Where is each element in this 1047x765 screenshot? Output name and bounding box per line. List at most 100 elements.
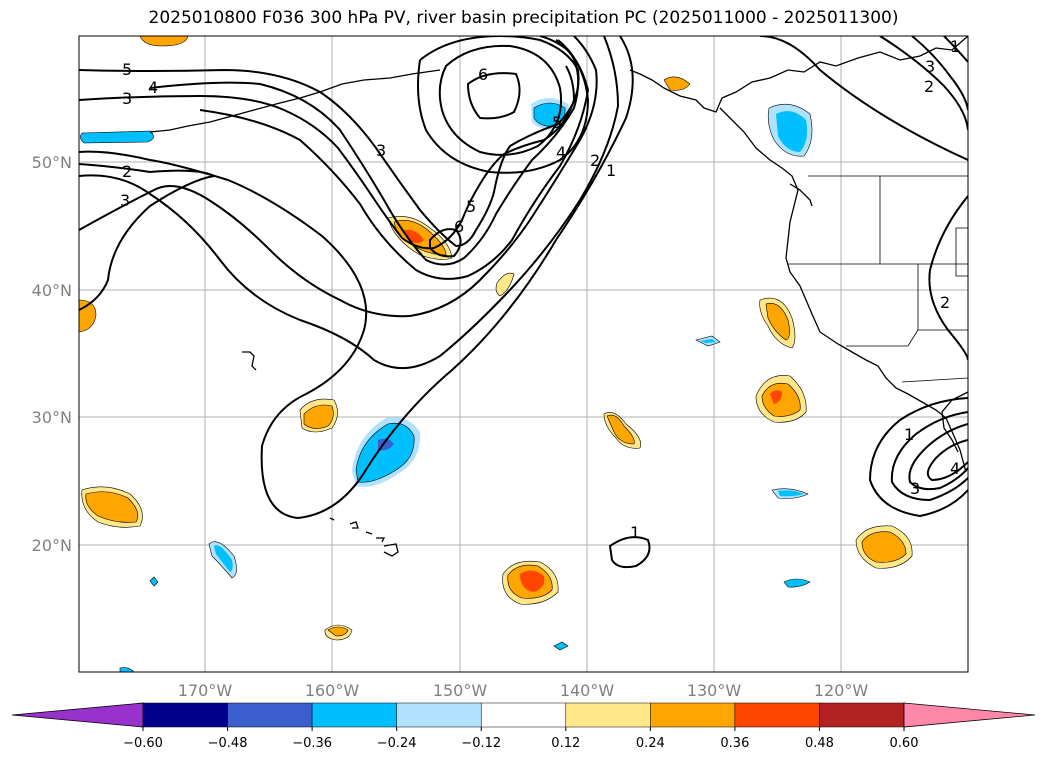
colorbar-bin [480, 702, 567, 728]
colorbar-extend-low [11, 702, 144, 728]
political-borders [788, 175, 968, 383]
colorbar: −0.60 −0.48 −0.36 −0.24 −0.12 0.12 0.24 0.36 0.4… [11, 702, 1036, 751]
pv-contour-se-4 [926, 439, 968, 482]
colorbar-bin [650, 702, 736, 728]
precip-patch [765, 303, 790, 341]
contour-label: 4 [950, 459, 960, 478]
pv-contour-4b [149, 36, 580, 266]
state-border [846, 329, 919, 347]
precip-patch [495, 272, 515, 297]
contour-label: 3 [925, 57, 935, 76]
precip-patch [80, 130, 154, 144]
precip-patch [355, 422, 415, 483]
precip-patch [85, 491, 139, 523]
colorbar-tick-label: 0.48 [805, 736, 834, 751]
pv-contour-ne-2 [911, 36, 968, 111]
precip-patch [214, 545, 233, 572]
plot-frame [78, 35, 969, 673]
contour-label: 2 [590, 151, 600, 170]
pv-contour-5b [79, 65, 576, 250]
pv-contour-5 [79, 36, 580, 248]
lon-tick-label: 150°W [433, 681, 488, 700]
contour-label: 5 [552, 113, 562, 132]
colorbar-tick-label: 0.36 [720, 736, 749, 751]
contour-label: 2 [924, 77, 934, 96]
precip-patch [761, 382, 801, 417]
contour-label: 1 [950, 37, 960, 56]
pv-contours [79, 36, 968, 569]
lat-tick-label: 30°N [32, 408, 72, 427]
contour-label: 1 [606, 161, 616, 180]
pv-contour-small-1 [608, 536, 651, 569]
pv-contour-1 [759, 36, 968, 161]
precip-patch [149, 576, 159, 587]
midway-island [242, 351, 257, 371]
colorbar-bin [734, 702, 820, 728]
colorbar-tick-label: −0.24 [377, 736, 417, 751]
precip-patch [303, 404, 334, 429]
lat-axis: 50°N 40°N 30°N 20°N [32, 153, 72, 555]
colorbar-tick-label: 0.24 [636, 736, 665, 751]
precip-patch [783, 578, 811, 588]
colorbar-bin [565, 702, 651, 728]
precip-patch [778, 490, 804, 497]
lon-axis: 170°W 160°W 150°W 140°W 130°W 120°W [178, 681, 869, 700]
contour-label: 4 [148, 78, 158, 97]
precip-patch [139, 36, 189, 47]
lat-tick-label: 20°N [32, 536, 72, 555]
contour-label: 2 [940, 293, 950, 312]
pv-contour-ne-1 [879, 36, 968, 131]
precip-patch [553, 641, 569, 651]
contour-label: 1 [630, 523, 640, 542]
precip-patch [119, 667, 135, 672]
contour-label: 3 [910, 479, 920, 498]
colorbar-tick-label: −0.36 [292, 736, 332, 751]
precip-patch [700, 339, 716, 343]
colorbar-tick-label: −0.12 [461, 736, 501, 751]
pv-contour-se-1 [868, 397, 968, 518]
lon-tick-label: 120°W [814, 681, 869, 700]
precip-patch [327, 626, 349, 637]
colorbar-tick-label: 0.12 [551, 736, 580, 751]
contour-label: 3 [376, 141, 386, 160]
colorbar-tick-label: 0.60 [890, 736, 919, 751]
mexico-border [901, 377, 968, 383]
contour-label: 5 [122, 60, 132, 79]
contour-label: 6 [454, 217, 464, 236]
colorbar-bin [227, 702, 313, 728]
lat-tick-label: 40°N [32, 281, 72, 300]
colorbar-bin [142, 702, 228, 728]
pv-contour-6-high [466, 72, 521, 120]
pv-contour-3 [79, 36, 598, 318]
precip-patch [606, 414, 635, 445]
contour-label-group: 5 4 3 2 3 3 6 5 4 2 1 5 6 1 3 2 2 1 3 4 … [120, 37, 960, 542]
contour-label: 3 [122, 89, 132, 108]
lon-tick-label: 140°W [560, 681, 615, 700]
precip-patch [663, 76, 691, 91]
lon-tick-label: 170°W [178, 681, 233, 700]
colorbar-tick-label: −0.60 [123, 736, 163, 751]
colorbar-extend-high [903, 702, 1036, 728]
precip-patch [770, 390, 782, 404]
lon-tick-label: 130°W [687, 681, 742, 700]
vancouver-island [789, 183, 813, 207]
contour-label: 2 [122, 162, 132, 181]
pv-contour-2 [79, 36, 620, 370]
aleutian-islands [149, 69, 441, 133]
precip-patch [520, 570, 545, 592]
colorbar-bin [819, 702, 905, 728]
precip-shading [79, 36, 913, 672]
hawaii-islands [329, 517, 399, 557]
north-america-coast [719, 107, 967, 473]
pv-contour-se-3 [908, 423, 968, 491]
contour-label: 1 [904, 425, 914, 444]
map-title: 2025010800 F036 300 hPa PV, river basin … [148, 8, 899, 28]
contour-label: 6 [478, 65, 488, 84]
colorbar-bin [311, 702, 397, 728]
colorbar-tick-label: −0.48 [208, 736, 248, 751]
pv-contour-1-main [79, 36, 634, 520]
north-america-coast [629, 36, 968, 113]
pv-contour-6b [438, 44, 562, 156]
colorbar-bin [396, 702, 482, 728]
